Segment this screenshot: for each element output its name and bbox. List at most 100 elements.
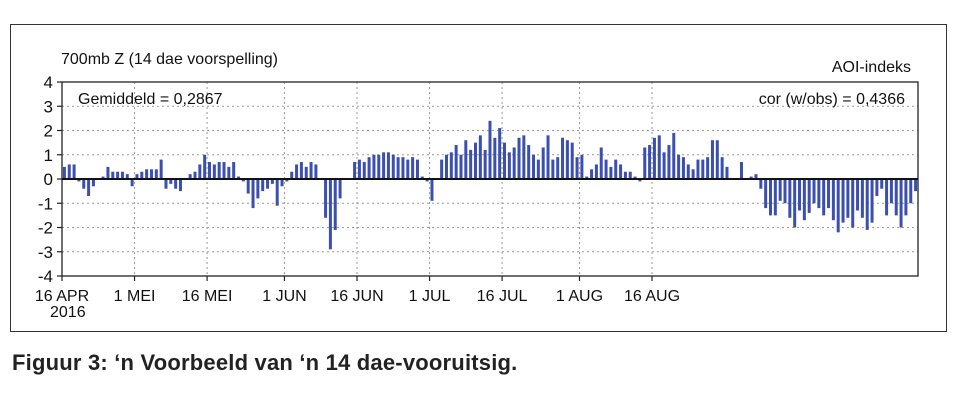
bar	[652, 137, 656, 179]
bar	[120, 171, 124, 179]
bar	[212, 164, 216, 179]
x-tick-label: 1 JUN	[262, 288, 306, 305]
y-tick-label: 0	[44, 170, 53, 189]
bar	[440, 159, 444, 179]
chart-svg: 700mb Z (14 dae voorspelling) AOI-indeks…	[35, 51, 919, 321]
bar	[261, 179, 265, 192]
bar	[304, 166, 308, 180]
bar	[512, 147, 516, 179]
x-tick-label: 16 AUG	[624, 288, 680, 305]
bar	[188, 174, 192, 179]
bar	[546, 135, 550, 179]
bar	[135, 174, 139, 179]
x-tick-labels: 16 APR 1 MEI 16 MEI 1 JUN 16 JUN 1 JUL 16 JUL 1…	[35, 288, 680, 305]
bar	[788, 179, 792, 218]
bar	[749, 176, 753, 179]
bar	[522, 135, 526, 179]
bar	[899, 179, 903, 228]
bar	[62, 166, 66, 180]
bar	[880, 179, 884, 189]
bar	[696, 159, 700, 179]
y-tick-label: 3	[44, 97, 53, 116]
bar	[372, 154, 376, 179]
bar	[178, 179, 182, 192]
bar	[227, 166, 231, 180]
bar	[367, 157, 371, 179]
bar	[909, 179, 913, 204]
x-tick-label: 1 AUG	[556, 288, 603, 305]
bar	[662, 152, 666, 179]
bar	[87, 179, 91, 196]
bar	[623, 171, 627, 179]
bar	[532, 154, 536, 179]
bar	[556, 157, 560, 179]
bar	[812, 179, 816, 204]
bars-layer	[62, 120, 918, 250]
bar	[430, 179, 434, 201]
bar	[159, 159, 163, 179]
bar	[483, 149, 487, 179]
bar	[473, 142, 477, 180]
y-tick-label: -1	[38, 194, 53, 213]
bar	[82, 179, 86, 189]
bar	[459, 154, 463, 179]
bar	[420, 176, 424, 179]
bar	[251, 179, 255, 209]
bar	[145, 169, 149, 179]
bar	[353, 162, 357, 179]
bar	[773, 179, 777, 216]
bar	[77, 179, 81, 182]
x-tick-label: 16 JUL	[477, 288, 528, 305]
bar	[638, 179, 642, 182]
y-tick-label: 1	[44, 146, 53, 165]
bar	[831, 179, 835, 221]
bar	[628, 171, 632, 179]
bar	[246, 179, 250, 194]
bar	[686, 164, 690, 179]
bar	[667, 145, 671, 179]
bar	[643, 147, 647, 179]
bar	[585, 176, 589, 179]
bar	[314, 164, 318, 179]
bar	[488, 120, 492, 179]
bar	[208, 162, 211, 179]
bar	[198, 164, 202, 179]
bar	[614, 159, 618, 179]
bar	[217, 162, 221, 179]
figure-caption: Figuur 3: ‘n Voorbeeld van ‘n 14 dae-voo…	[12, 350, 518, 375]
bar	[149, 169, 153, 179]
bar	[527, 145, 531, 179]
bar	[565, 140, 569, 179]
bar	[275, 179, 279, 206]
correlation-annotation: cor (w/obs) = 0,4366	[759, 91, 905, 108]
bar	[851, 179, 855, 228]
bar	[232, 162, 236, 179]
bar	[328, 179, 332, 250]
bar	[106, 166, 110, 180]
bar	[706, 157, 710, 179]
bar	[860, 179, 864, 218]
bar	[691, 169, 695, 179]
bar	[222, 162, 226, 179]
bar	[778, 179, 782, 201]
bar	[469, 149, 473, 179]
bar	[619, 164, 623, 179]
bar	[464, 140, 468, 179]
bar	[67, 164, 71, 179]
bar	[454, 145, 458, 179]
y-tick-label: 4	[44, 73, 53, 92]
bar	[285, 179, 289, 182]
bar	[575, 157, 579, 179]
bar	[309, 162, 313, 179]
bar	[590, 169, 594, 179]
bar	[377, 154, 381, 179]
bar	[411, 157, 415, 179]
bar	[478, 135, 482, 179]
x-tick-label: 16 APR	[35, 288, 89, 305]
bar	[894, 179, 898, 216]
bar	[633, 176, 637, 179]
bar	[406, 159, 410, 179]
bar	[256, 179, 260, 199]
y-tick-label: 2	[44, 122, 53, 141]
bar	[701, 159, 705, 179]
